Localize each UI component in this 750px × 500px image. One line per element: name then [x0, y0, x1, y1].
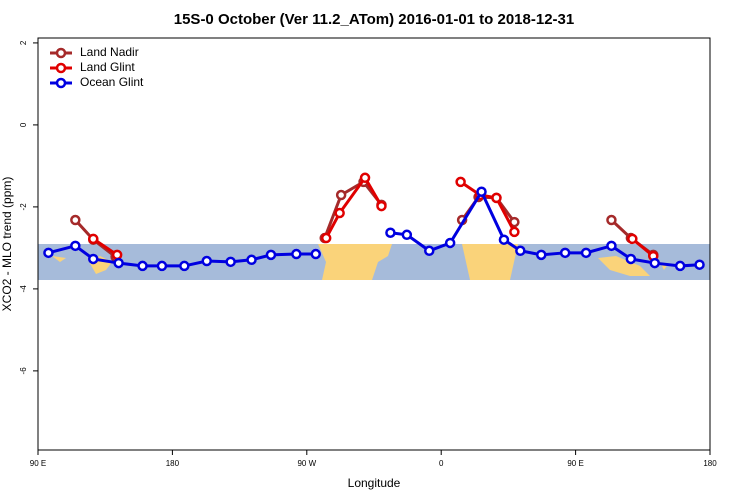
data-point — [111, 249, 123, 261]
data-point — [43, 247, 54, 259]
data-point — [444, 237, 456, 249]
legend-label: Land Glint — [80, 60, 135, 74]
legend-marker — [55, 77, 67, 89]
data-point — [625, 253, 637, 265]
legend-marker — [55, 47, 67, 59]
data-point — [70, 214, 81, 226]
legend-marker — [55, 62, 67, 74]
data-point — [515, 245, 526, 257]
data-point — [559, 247, 571, 259]
y-tick-label: 0 — [19, 122, 28, 127]
data-point — [606, 240, 617, 252]
x-tick-label: 180 — [166, 459, 180, 468]
x-tick-label: 180 — [703, 459, 717, 468]
data-point — [265, 249, 277, 261]
y-tick-label: -2 — [19, 203, 28, 211]
data-point — [88, 233, 99, 245]
data-point — [580, 247, 592, 259]
data-point — [649, 257, 660, 269]
data-point — [137, 260, 148, 272]
data-point — [335, 189, 347, 201]
y-tick-label: -6 — [19, 367, 28, 375]
data-point — [536, 249, 547, 261]
data-point — [455, 176, 466, 188]
data-point — [606, 214, 617, 226]
data-point — [674, 260, 686, 272]
data-point — [310, 248, 322, 260]
data-point — [376, 200, 387, 212]
data-point — [88, 253, 99, 265]
data-point — [491, 192, 502, 204]
land — [318, 244, 392, 280]
data-point — [498, 234, 510, 245]
data-point — [246, 254, 257, 266]
data-point — [179, 260, 190, 272]
data-point — [225, 256, 236, 268]
data-point — [201, 255, 212, 267]
legend-label: Ocean Glint — [80, 75, 144, 89]
series-line — [92, 175, 655, 258]
data-point — [627, 233, 638, 245]
x-axis-label: Longitude — [348, 476, 401, 490]
data-point — [156, 260, 168, 272]
data-point — [694, 259, 705, 270]
x-tick-label: 90 E — [30, 459, 46, 468]
y-tick-label: -4 — [19, 285, 28, 293]
chart-title: 15S-0 October (Ver 11.2_ATom) 2016-01-01… — [174, 11, 574, 28]
data-point — [113, 257, 124, 269]
data-point — [359, 172, 371, 184]
data-point — [476, 186, 487, 197]
data-point — [401, 229, 413, 241]
y-tick-label: 2 — [19, 40, 28, 45]
y-axis-label: XCO2 - MLO trend (ppm) — [0, 177, 14, 312]
x-tick-label: 90 E — [567, 459, 583, 468]
data-point — [385, 227, 396, 238]
x-tick-label: 90 W — [297, 459, 316, 468]
data-point — [70, 240, 81, 252]
x-tick-label: 0 — [439, 459, 444, 468]
plot-frame — [37, 37, 711, 451]
data-point — [291, 248, 302, 260]
land — [462, 244, 518, 280]
land — [52, 256, 668, 276]
data-point — [424, 245, 435, 257]
data-point — [320, 232, 332, 244]
data-point — [334, 207, 345, 219]
legend-label: Land Nadir — [80, 45, 139, 59]
data-point — [509, 226, 520, 238]
